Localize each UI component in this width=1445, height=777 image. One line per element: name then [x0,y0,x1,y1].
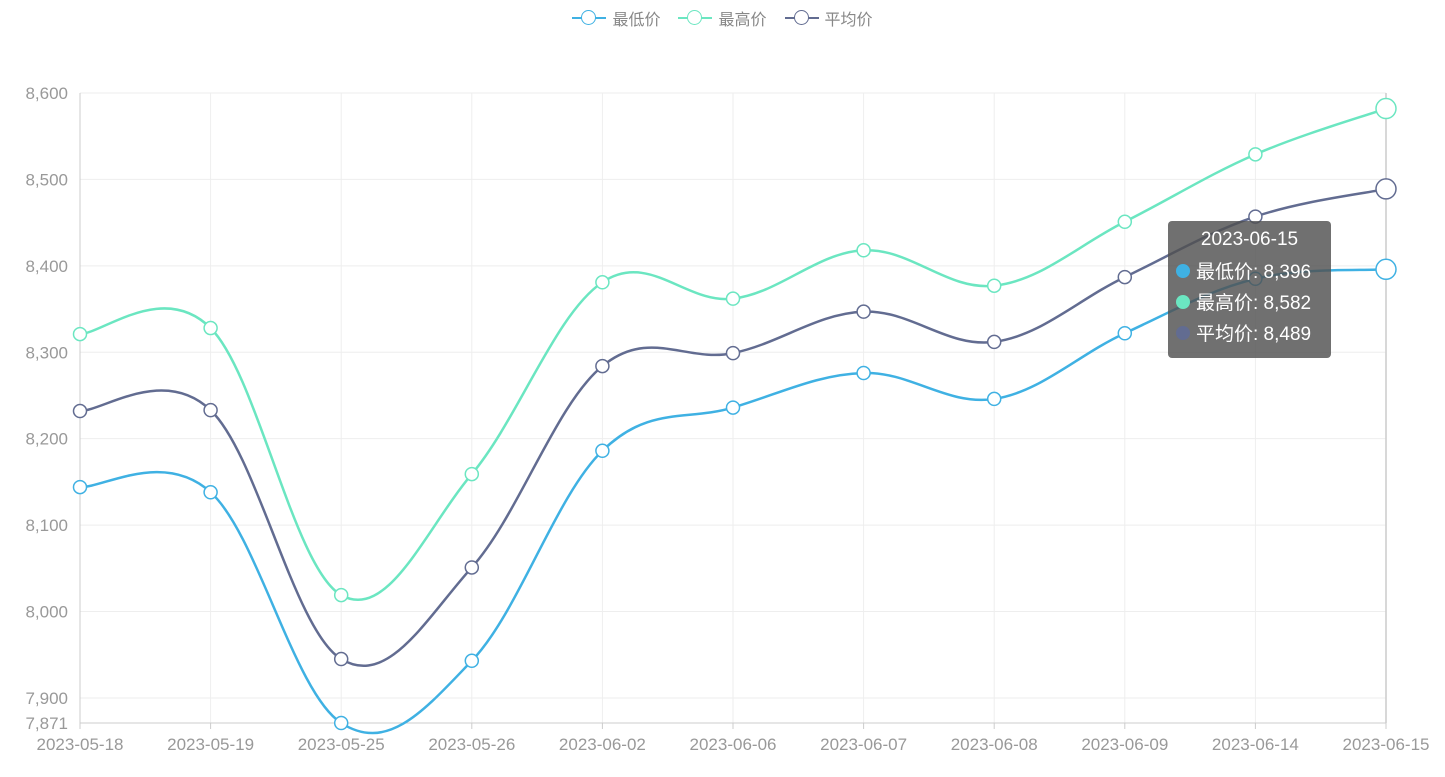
series-line [79,107,1387,601]
data-point[interactable] [1375,178,1397,200]
series-line [79,187,1387,667]
data-point[interactable] [595,443,610,459]
data-point[interactable] [595,358,610,374]
tooltip-dot [1176,325,1190,340]
tooltip-title: 2023-06-15 [1200,229,1299,250]
x-tick-label: 2023-06-06 [690,735,777,754]
tooltip-row-label: 平均价: 8,489 [1196,324,1312,345]
x-tick-label: 2023-05-25 [298,735,385,754]
legend: 最低价 最高价 平均价 [0,6,1445,30]
series-line [79,268,1387,735]
y-tick-label: 8,000 [25,603,68,622]
legend-item[interactable]: 平均价 [784,6,873,30]
y-tick-label: 8,200 [25,430,68,449]
legend-item[interactable]: 最高价 [678,6,767,30]
data-point[interactable] [464,560,480,575]
data-point[interactable] [1117,325,1133,341]
data-point[interactable] [725,400,741,415]
x-tick-label: 2023-06-07 [820,735,907,754]
data-point[interactable] [333,651,349,667]
legend-label: 平均价 [824,12,873,29]
data-point[interactable] [1375,258,1397,281]
data-point[interactable] [1248,147,1263,162]
data-point[interactable] [856,365,871,381]
data-point[interactable] [464,466,480,482]
tooltip-dot [1176,263,1190,278]
data-point[interactable] [986,334,1002,350]
series-lines [79,107,1387,735]
x-tick-label: 2023-06-14 [1212,735,1299,754]
axes: 8,600 8,500 8,400 8,300 8,200 8,100 8,000 7,900… [25,84,1429,754]
data-point[interactable] [1375,97,1397,120]
data-point[interactable] [203,485,218,500]
data-point[interactable] [1117,269,1133,285]
y-tick-label: 7,871 [25,714,68,733]
x-tick-label: 2023-06-02 [559,735,646,754]
data-point[interactable] [333,587,349,603]
legend-label: 最高价 [718,12,767,29]
data-point[interactable] [856,243,871,258]
data-point[interactable] [203,320,218,336]
x-tick-label: 2023-06-09 [1081,735,1168,754]
data-point[interactable] [72,479,88,495]
legend-item[interactable]: 最低价 [572,6,660,30]
data-point[interactable] [986,278,1002,293]
y-tick-label: 8,300 [25,343,68,362]
tooltip-row: 最高价: 8,582 [1168,286,1331,317]
tooltip-row-label: 最低价: 8,396 [1196,262,1312,283]
x-tick-label: 2023-06-08 [951,735,1038,754]
data-point[interactable] [1117,214,1133,230]
x-tick-label: 2023-05-18 [37,735,124,754]
legend-label: 最低价 [612,12,661,29]
series-points [72,97,1397,731]
data-point[interactable] [595,275,610,290]
data-point[interactable] [464,653,480,669]
tooltip-row: 最低价: 8,396 [1168,255,1331,286]
tooltip-dot [1176,294,1190,309]
data-point[interactable] [72,326,88,342]
tooltip-row: 平均价: 8,489 [1168,317,1331,348]
x-tick-label: 2023-06-15 [1343,735,1430,754]
legend-marker-icon [572,9,607,27]
y-tick-label: 7,900 [25,689,68,708]
data-point[interactable] [725,291,741,306]
y-tick-label: 8,400 [25,257,68,276]
x-tick-label: 2023-05-19 [167,735,254,754]
tooltip: 2023-06-15 最低价: 8,396 最高价: 8,582 平均价: 8,… [1168,221,1331,358]
legend-marker-icon [784,9,819,27]
x-tick-label: 2023-05-26 [428,735,515,754]
y-tick-label: 8,600 [25,84,68,103]
data-point[interactable] [986,391,1002,407]
data-point[interactable] [333,715,349,731]
y-tick-label: 8,500 [25,170,68,189]
data-point[interactable] [203,402,218,418]
data-point[interactable] [72,403,88,419]
data-point[interactable] [725,345,741,361]
data-point[interactable] [856,304,871,319]
legend-marker-icon [678,9,713,27]
tooltip-row-label: 最高价: 8,582 [1196,293,1312,314]
y-tick-label: 8,100 [25,516,68,535]
